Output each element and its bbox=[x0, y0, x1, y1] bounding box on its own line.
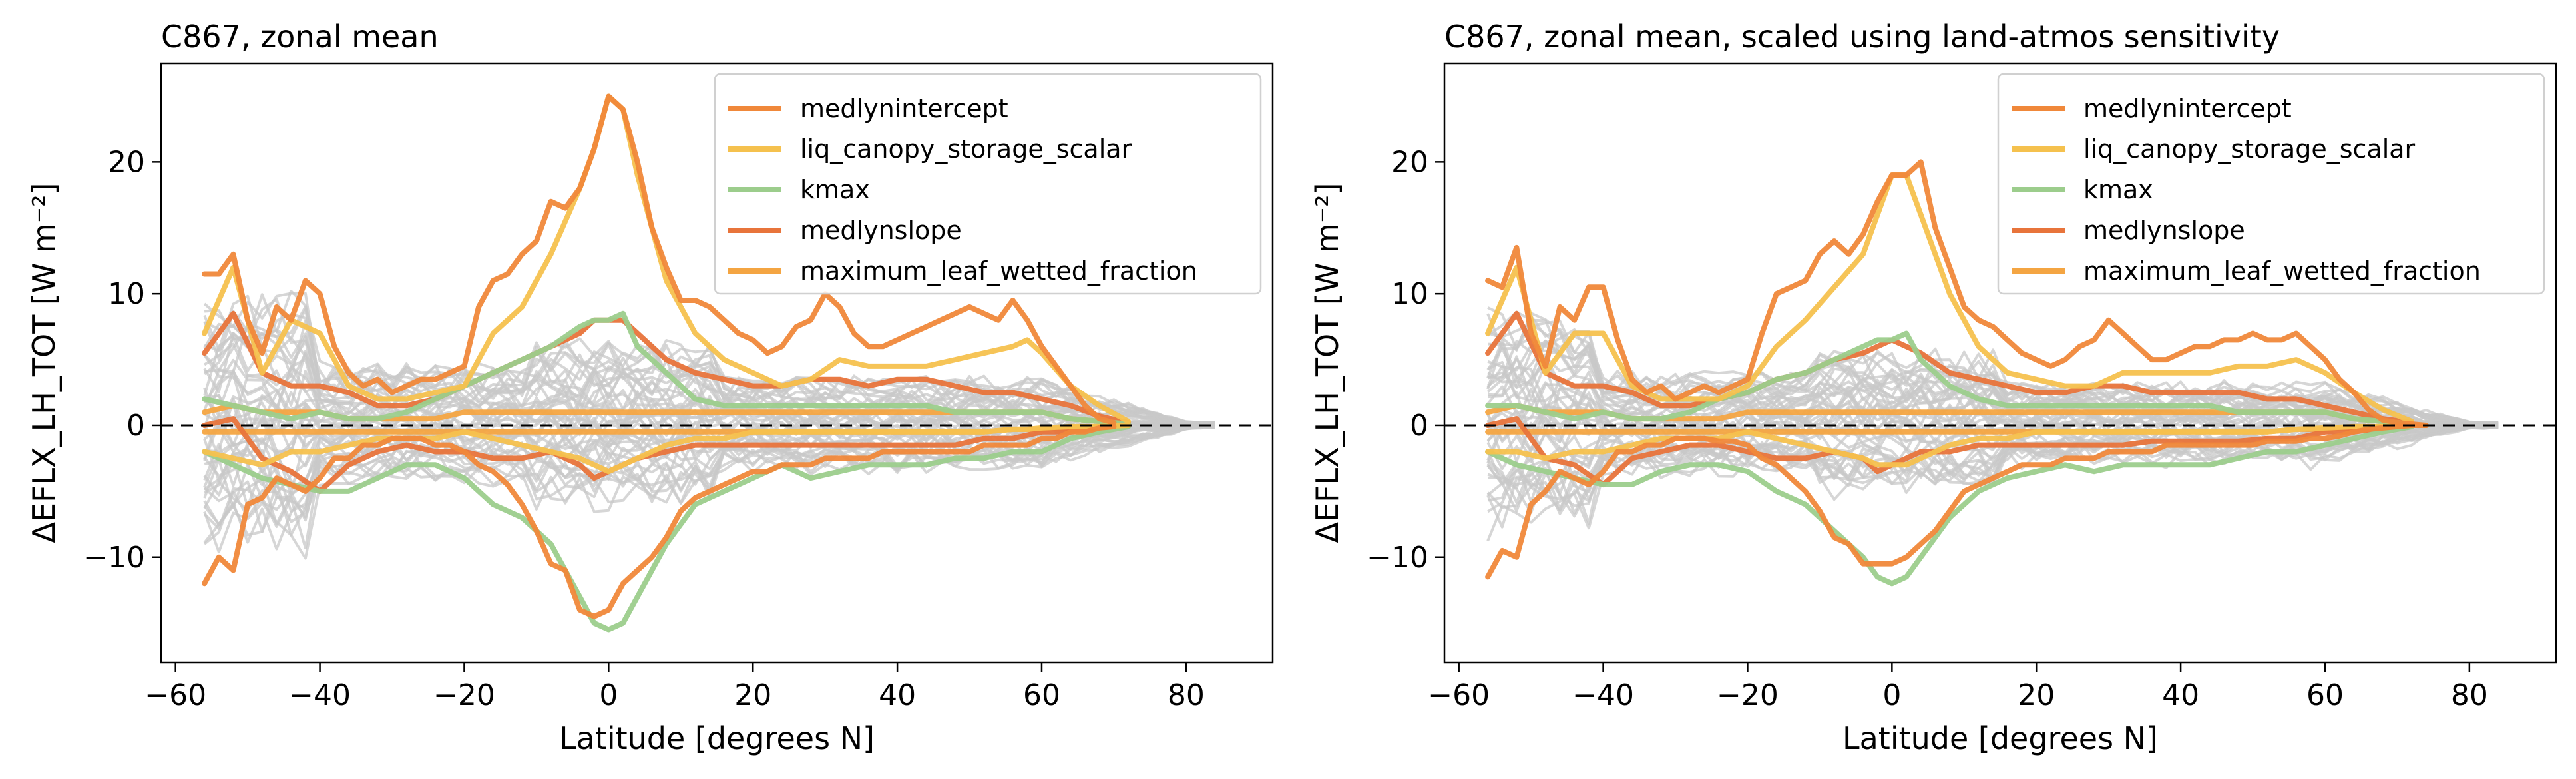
y-tick-label: 0 bbox=[126, 409, 145, 443]
series-lines bbox=[1485, 159, 2429, 587]
series-line-medlynintercept bbox=[202, 93, 1117, 425]
ensemble-line bbox=[203, 298, 1215, 425]
legend-label: maximum_leaf_wetted_fraction bbox=[800, 256, 1197, 286]
y-tick-label: 20 bbox=[1391, 145, 1428, 179]
ensemble-line bbox=[204, 332, 1215, 425]
series-line-medlynintercept bbox=[1485, 159, 2429, 428]
chart-panel-1: −60 −40 −20 0 20 40 60 80 −10 0 10 20 Latitude [degr… bbox=[26, 19, 1274, 756]
x-axis-label: Latitude [degrees N] bbox=[559, 720, 875, 756]
legend-box bbox=[714, 73, 1262, 295]
x-tick-label: −40 bbox=[1572, 678, 1634, 712]
y-tick-label: 10 bbox=[1391, 277, 1428, 311]
series-line-kmax bbox=[202, 423, 1132, 633]
ensemble-lines bbox=[1486, 306, 2499, 542]
series-line-liq-canopy-storage-scalar bbox=[202, 423, 1132, 475]
y-axis-label: ΔEFLX_LH_TOT [W m⁻²] bbox=[1309, 183, 1345, 543]
x-tick-label: 80 bbox=[2451, 678, 2488, 712]
x-tick-label: 60 bbox=[1023, 678, 1060, 712]
y-tick-label: −10 bbox=[1367, 541, 1428, 575]
legend-label: maximum_leaf_wetted_fraction bbox=[2083, 256, 2481, 286]
legend-label: medlynslope bbox=[2083, 216, 2245, 245]
x-tick-label: −40 bbox=[289, 678, 351, 712]
series-line-liq-canopy-storage-scalar bbox=[1485, 423, 2415, 468]
ensemble-line bbox=[204, 393, 1215, 433]
ensemble-line bbox=[203, 370, 1215, 429]
ensemble-line bbox=[1487, 306, 2499, 425]
legend-label: liq_canopy_storage_scalar bbox=[2083, 134, 2416, 164]
x-tick-label: 80 bbox=[1168, 678, 1205, 712]
series-line-medlynslope bbox=[1485, 416, 2415, 487]
legend-label: kmax bbox=[2083, 175, 2153, 204]
chart-title: C867, zonal mean bbox=[161, 19, 439, 55]
chart-title: C867, zonal mean, scaled using land-atmo… bbox=[1444, 19, 2280, 55]
x-tick-label: 0 bbox=[599, 678, 618, 712]
legend-label: medlynintercept bbox=[2083, 94, 2292, 123]
series-line-medlynslope bbox=[1485, 310, 2415, 425]
plot-area bbox=[161, 93, 1273, 633]
x-tick-label: −20 bbox=[433, 678, 495, 712]
x-tick-label: −20 bbox=[1717, 678, 1779, 712]
legend-label: medlynintercept bbox=[800, 94, 1008, 123]
y-tick-label: 0 bbox=[1410, 409, 1428, 443]
x-tick-label: 60 bbox=[2306, 678, 2344, 712]
chart-panel-2: −60 −40 −20 0 20 40 60 80 −10 0 10 20 Latitude [degr… bbox=[1309, 19, 2557, 756]
series-line-liq-canopy-storage-scalar bbox=[1485, 172, 2415, 424]
series-lines bbox=[202, 93, 1132, 633]
legend: medlynintercept liq_canopy_storage_scalar… bbox=[1997, 73, 2545, 295]
x-tick-label: 40 bbox=[2162, 678, 2199, 712]
series-line-kmax bbox=[202, 310, 1132, 427]
ensemble-line bbox=[203, 425, 1215, 526]
ensemble-line bbox=[1486, 425, 2499, 515]
legend-box bbox=[1997, 73, 2545, 295]
axes-frame bbox=[1443, 62, 2557, 664]
series-line-medlynslope bbox=[202, 310, 1132, 425]
x-axis-label: Latitude [degrees N] bbox=[1842, 720, 2158, 756]
series-line-medlynintercept bbox=[1485, 423, 2429, 580]
x-tick-label: −60 bbox=[1428, 678, 1490, 712]
y-tick-label: 10 bbox=[108, 277, 145, 311]
y-axis-label: ΔEFLX_LH_TOT [W m⁻²] bbox=[26, 183, 62, 543]
legend-label: liq_canopy_storage_scalar bbox=[800, 134, 1132, 164]
x-tick-label: 0 bbox=[1882, 678, 1901, 712]
y-tick-label: −10 bbox=[83, 541, 145, 575]
axes-frame bbox=[160, 62, 1274, 664]
legend: medlynintercept liq_canopy_storage_scalar… bbox=[714, 73, 1262, 295]
legend-label: kmax bbox=[800, 175, 870, 204]
x-tick-label: −60 bbox=[144, 678, 206, 712]
x-tick-label: 20 bbox=[734, 678, 771, 712]
plot-area bbox=[1444, 159, 2556, 587]
series-line-kmax bbox=[1485, 330, 2415, 427]
legend-label: medlynslope bbox=[800, 216, 962, 245]
series-line-kmax bbox=[1485, 423, 2415, 587]
series-line-medlynintercept bbox=[202, 423, 1117, 619]
x-tick-label: 20 bbox=[2018, 678, 2055, 712]
x-tick-label: 40 bbox=[879, 678, 916, 712]
y-tick-label: 20 bbox=[108, 145, 145, 179]
